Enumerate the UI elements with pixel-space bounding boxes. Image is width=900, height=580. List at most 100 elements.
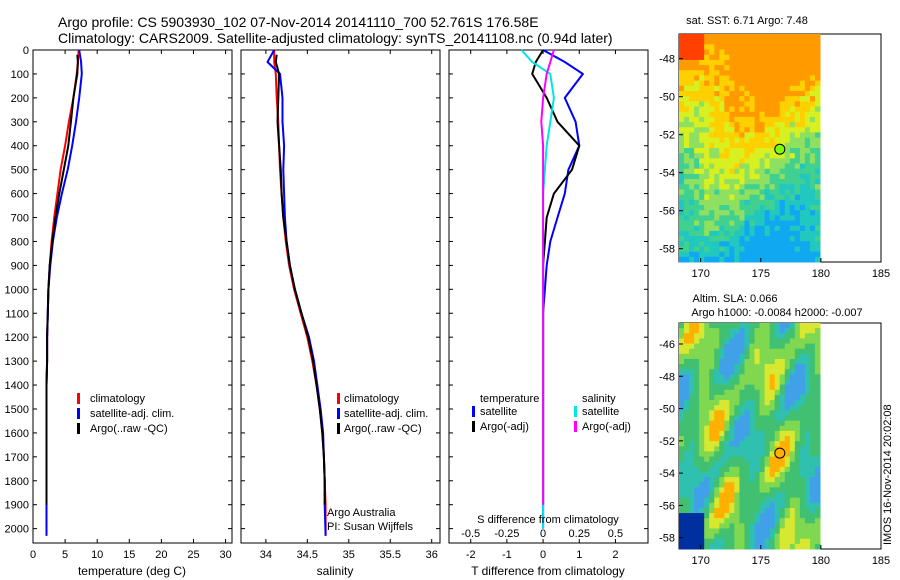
map-cell	[769, 70, 776, 76]
map-cell	[774, 348, 781, 355]
map-cell	[734, 215, 740, 222]
map-cell	[689, 184, 695, 190]
map-cell	[779, 497, 786, 504]
map-cell	[809, 163, 816, 170]
map-cell	[709, 96, 715, 102]
map-cell	[789, 168, 796, 175]
map-cell	[794, 59, 801, 66]
map-cell	[689, 461, 695, 468]
map-cell	[739, 184, 745, 190]
map-cell	[694, 333, 700, 339]
map-cell	[689, 251, 695, 258]
map-cell	[749, 451, 756, 458]
map-cell	[729, 471, 735, 478]
map-cell	[684, 533, 690, 540]
map-cell	[714, 425, 720, 432]
map-cell	[719, 343, 725, 350]
s-tick-label: -0.25	[494, 528, 519, 540]
map-cell	[709, 338, 715, 345]
map-cell	[784, 420, 791, 427]
map-cell	[774, 328, 781, 334]
map-cell	[709, 158, 715, 165]
map-cell	[764, 507, 771, 514]
map-cell	[774, 158, 781, 165]
t-difference-label: T difference from climatology	[471, 564, 625, 578]
map-cell	[709, 75, 715, 82]
map-cell	[694, 384, 700, 391]
map-cell	[744, 153, 750, 159]
map-cell	[769, 44, 776, 51]
map-cell	[804, 168, 811, 175]
map-cell	[709, 91, 715, 97]
map-cell	[749, 137, 756, 144]
map-cell	[709, 220, 715, 227]
map-cell	[709, 246, 715, 253]
map-cell	[744, 210, 750, 216]
map-cell	[699, 210, 705, 216]
map-cell	[684, 194, 690, 201]
map-cell	[759, 142, 766, 149]
map-cell	[704, 44, 710, 51]
map-cell	[684, 410, 690, 416]
map-cell	[729, 137, 735, 144]
map-cell	[759, 127, 766, 133]
map-cell	[749, 502, 756, 509]
map-cell	[724, 236, 730, 242]
map-cell	[694, 80, 700, 87]
map-cell	[739, 461, 745, 468]
map-cell	[809, 400, 816, 406]
map-cell	[704, 65, 710, 71]
map-cell	[719, 543, 725, 550]
depth-tick-label: 500	[11, 165, 29, 177]
map-cell	[784, 497, 791, 504]
map-cell	[679, 518, 685, 524]
map-cell	[754, 441, 761, 447]
map-cell	[769, 333, 776, 339]
map-cell	[709, 374, 715, 380]
map-cell	[759, 482, 766, 488]
map-cell	[779, 210, 786, 216]
map-cell	[699, 251, 705, 258]
map-cell	[799, 420, 806, 427]
lat-tick-label: -58	[659, 244, 675, 256]
map-cell	[689, 111, 695, 118]
map-cell	[754, 425, 761, 432]
map-cell	[769, 477, 776, 483]
map-cell	[814, 456, 821, 463]
map-cell	[814, 189, 821, 196]
map-cell	[769, 251, 776, 258]
map-cell	[714, 122, 720, 128]
map-cell	[759, 466, 766, 473]
map-cell	[694, 137, 700, 144]
map-cell	[744, 179, 750, 185]
lon-tick-label: 180	[812, 555, 830, 567]
map-cell	[799, 389, 806, 396]
map-cell	[749, 543, 756, 550]
map-cell	[684, 70, 690, 76]
map-cell	[794, 461, 801, 468]
map-cell	[684, 451, 690, 458]
map-cell	[804, 184, 811, 190]
map-cell	[709, 236, 715, 242]
sla-map-subtitle: Argo h1000: -0.0084 h2000: -0.007	[691, 307, 862, 319]
map-cell	[754, 246, 761, 253]
map-cell	[714, 492, 720, 499]
map-cell	[784, 142, 791, 149]
map-cell	[724, 153, 730, 159]
map-cell	[764, 343, 771, 350]
map-cell	[809, 122, 816, 128]
map-cell	[739, 168, 745, 175]
map-cell	[679, 436, 685, 442]
map-cell	[749, 533, 756, 540]
map-cell	[774, 477, 781, 483]
map-cell	[734, 456, 740, 463]
map-cell	[774, 215, 781, 222]
map-cell	[729, 215, 735, 222]
map-cell	[684, 34, 690, 40]
map-cell	[719, 106, 725, 113]
map-cell	[714, 328, 720, 334]
map-cell	[709, 328, 715, 334]
map-cell	[729, 101, 735, 108]
map-cell	[754, 502, 761, 509]
map-cell	[694, 127, 700, 133]
